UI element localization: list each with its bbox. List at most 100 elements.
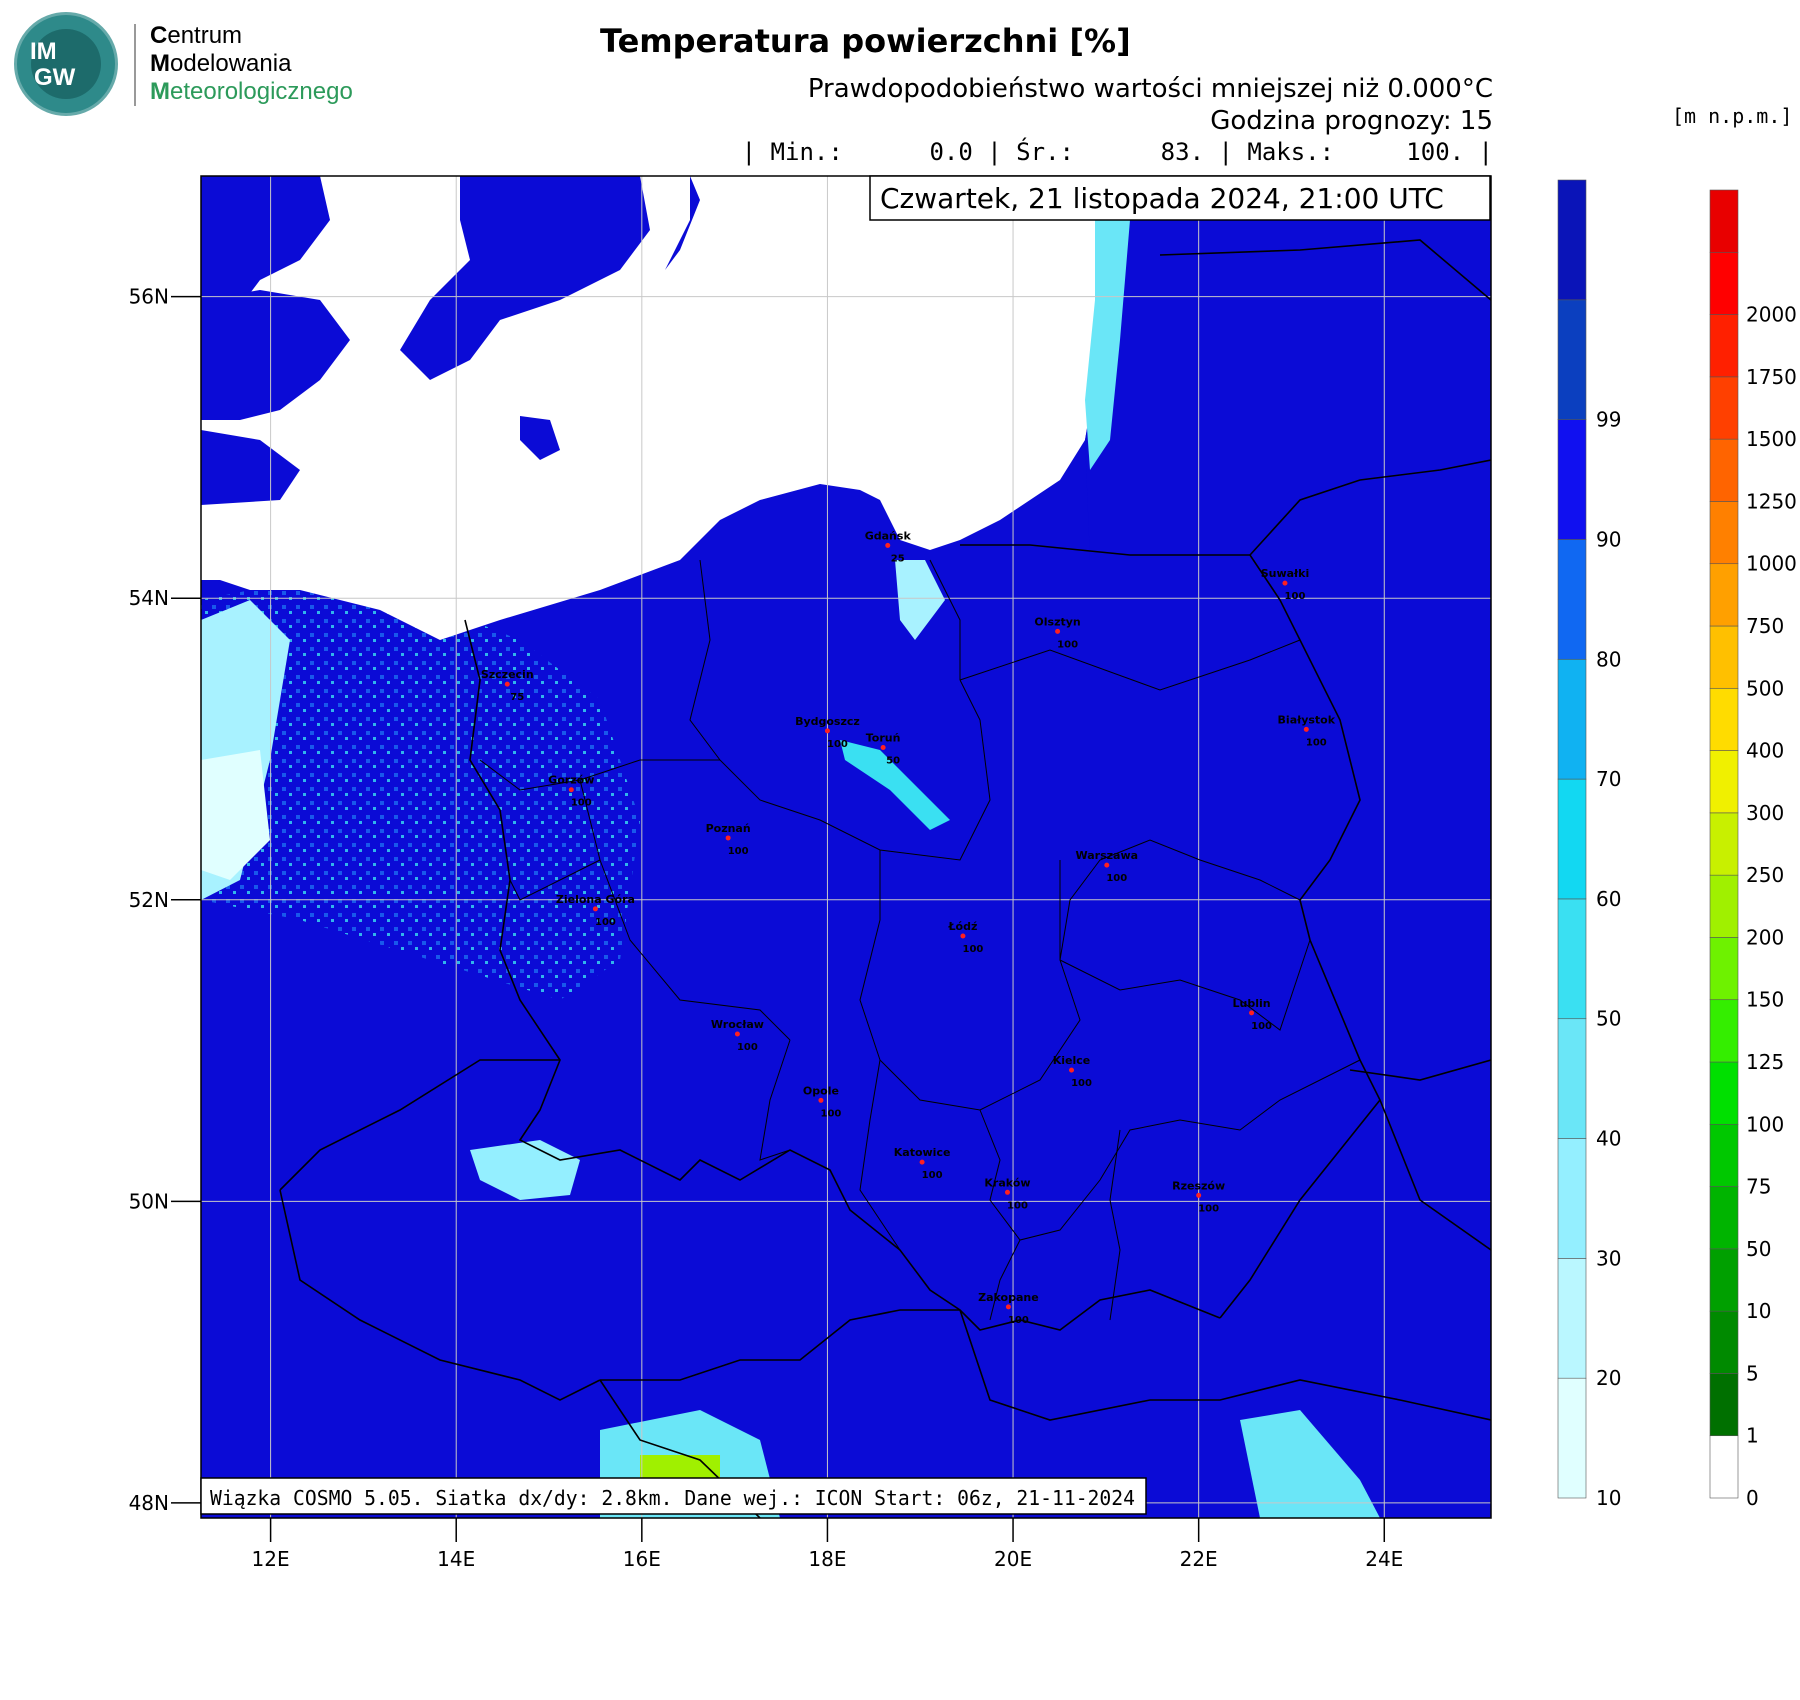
probability-swatch [1557,1138,1587,1259]
city-dot [725,835,731,841]
elevation-label: 100 [1746,1112,1784,1136]
logo-text-im: IM [30,38,57,65]
elevation-label: 50 [1746,1237,1771,1261]
city-name: Poznań [706,822,751,835]
city-name: Kielce [1053,1054,1091,1067]
scandinavia-land [201,176,330,330]
city-name: Łódź [947,920,977,933]
city-name: Zielona Góra [556,893,635,906]
city-value: 100 [821,1108,842,1119]
city-value: 100 [737,1042,758,1053]
low-probability-lithuania-coast [1085,220,1130,470]
sweden-south-land [400,176,650,380]
elevation-label: 1 [1746,1424,1759,1448]
city-name: Gdańsk [865,529,912,542]
lon-tick-label: 18E [808,1547,846,1571]
city-dot [568,787,574,793]
city-value: 100 [1106,873,1127,884]
lolland-land [201,430,300,505]
probability-label: 50 [1596,1007,1621,1031]
elevation-swatch [1709,1061,1739,1125]
oland-land [665,176,700,270]
elevation-label: 75 [1746,1175,1771,1199]
forecast-hour: Godzina prognozy: 15 [1210,106,1493,136]
city-markers: Gdańsk 25 Suwałki 100 Olsztyn 100 Szczecin 75 By… [481,529,1336,1325]
city-name: Opole [803,1084,839,1097]
lon-tick-label: 16E [623,1547,661,1571]
elevation-swatch [1709,1186,1739,1250]
elevation-swatch [1709,687,1739,751]
probability-label: 70 [1596,767,1621,791]
lat-tick-label: 54N [129,586,169,610]
city-dot [1055,628,1061,634]
probability-swatch [1557,539,1587,660]
elevation-label: 300 [1746,801,1784,825]
voivodeship-borders [479,559,1361,1321]
elevation-swatch [1709,563,1739,627]
elevation-label: 10 [1746,1299,1771,1323]
city-dot [960,933,966,939]
org-name-line1: Centrum [150,22,243,49]
elevation-label: 400 [1746,739,1784,763]
city-value: 100 [595,917,616,928]
city-value: 100 [1285,591,1306,602]
probability-label: 10 [1596,1486,1621,1510]
elevation-swatch [1709,937,1739,1001]
logo-divider [134,24,136,106]
city-dot [1282,580,1288,586]
elevation-label: 150 [1746,988,1784,1012]
org-name-line2: Modelowania [150,50,292,77]
city-value: 100 [827,739,848,750]
city-dot [880,744,886,750]
probability-label: 30 [1596,1246,1621,1270]
elevation-label: 0 [1746,1486,1759,1510]
stats-line: | Min.: 0.0 | Śr.: 83. | Maks.: 100. | [741,138,1493,166]
elevation-swatch [1709,1123,1739,1187]
city-dot [919,1159,925,1165]
city-value: 100 [1306,737,1327,748]
logo-text-gw: GW [34,64,76,91]
city-value: 100 [1007,1200,1028,1211]
elevation-label: 750 [1746,614,1784,638]
elevation-label: 125 [1746,1050,1784,1074]
longitude-axis: 12E 14E 16E 18E 20E 22E 24E [252,1518,1403,1571]
elevation-label: 1000 [1746,552,1797,576]
elevation-swatch [1709,625,1739,689]
elevation-swatch [1709,750,1739,814]
footer-box [200,1477,1147,1515]
lon-tick-label: 22E [1180,1547,1218,1571]
city-name: Toruń [866,731,901,744]
elevation-label: 1500 [1746,427,1797,451]
city-value: 25 [891,553,905,564]
elevation-label: 5 [1746,1361,1759,1385]
probability-swatch [1557,1018,1587,1139]
city-value: 75 [510,692,524,703]
probability-swatch [1557,299,1587,420]
elevation-swatch [1709,874,1739,938]
imgw-logo [14,12,118,116]
city-value: 100 [571,798,592,809]
elevation-swatch [1709,251,1739,315]
city-name: Wrocław [711,1018,764,1031]
probability-swatch [1557,1377,1587,1499]
baltic-states-land [1085,176,1491,560]
elevation-swatch [1709,314,1739,378]
probability-swatch [1557,778,1587,900]
map-title: Temperatura powierzchni [%] [600,22,1131,60]
city-name: Kraków [984,1176,1030,1189]
low-probability-vistula [840,740,950,830]
city-value: 100 [1198,1203,1219,1214]
elevation-swatch [1709,1435,1739,1499]
elevation-swatch [1709,1373,1739,1437]
elevation-label: 2000 [1746,303,1797,327]
city-name: Suwałki [1261,567,1310,580]
city-dot [1249,1010,1255,1016]
latitude-axis: 56N 54N 52N 50N 48N [129,285,201,1515]
probability-swatch [1557,419,1587,540]
city-name: Szczecin [481,668,534,681]
elevation-legend: 0 1 5 10 50 75 100 125 150 200 250 300 400 500 750 1000… [1709,189,1797,1510]
baltic-sea [201,176,1100,640]
elevation-label: 250 [1746,863,1784,887]
lon-tick-label: 12E [252,1547,290,1571]
probability-label: 90 [1596,527,1621,551]
